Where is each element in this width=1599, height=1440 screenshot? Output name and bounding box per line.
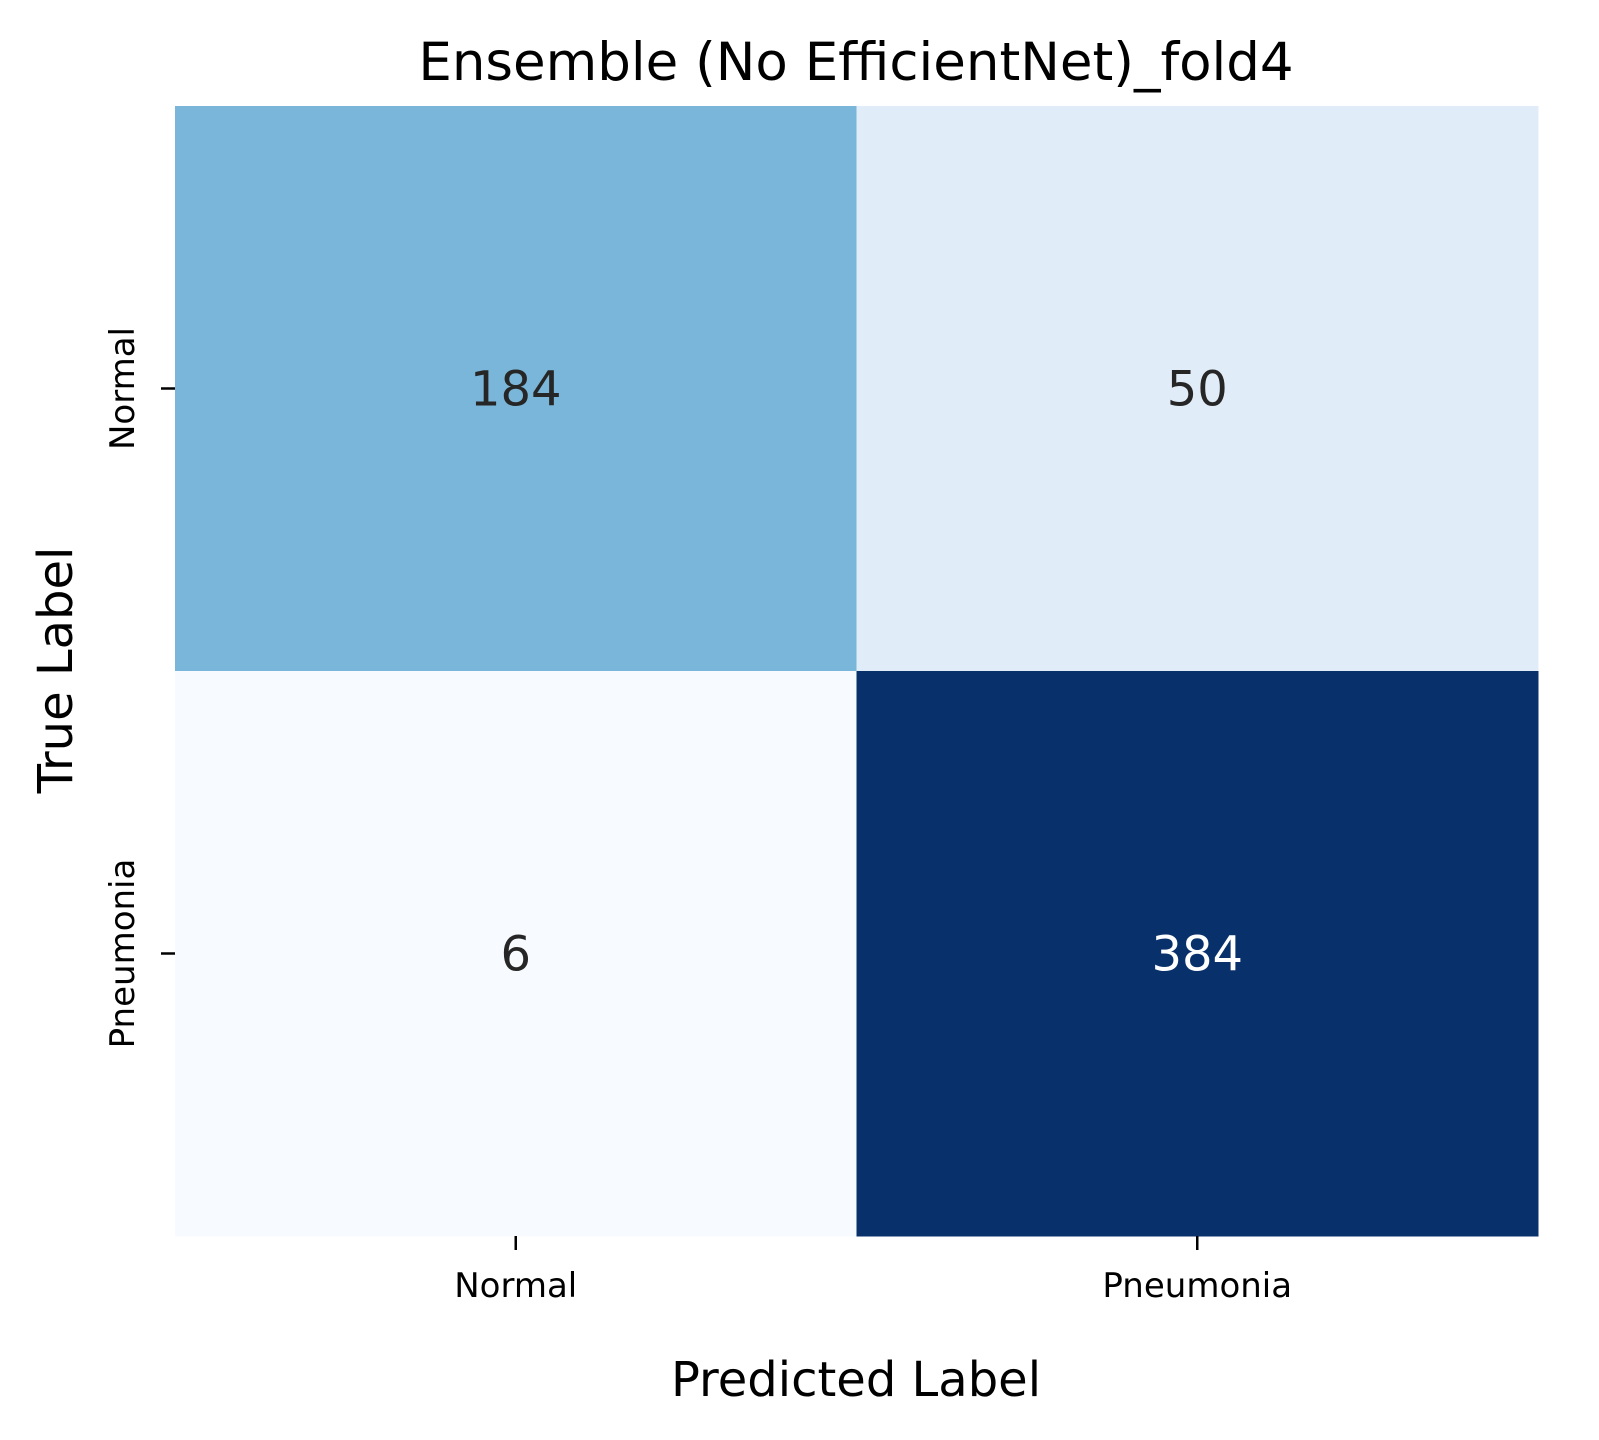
cell-value-0-0: 184 <box>470 362 562 418</box>
x-tick-label-0: Normal <box>454 1266 577 1306</box>
heatmap-cells <box>175 106 1539 1237</box>
y-tick-label-0: Normal <box>103 327 143 450</box>
heatmap-cell-1-0 <box>175 671 857 1237</box>
x-tick-label-1: Pneumonia <box>1102 1266 1292 1306</box>
y-axis-label: True Label <box>28 547 84 795</box>
heatmap-cell-0-1 <box>856 106 1539 672</box>
cell-value-1-1: 384 <box>1151 927 1243 983</box>
heatmap-cell-1-1 <box>856 671 1539 1237</box>
y-axis: Normal Pneumonia <box>103 327 175 1048</box>
cell-value-0-1: 50 <box>1167 362 1228 418</box>
heatmap-cell-0-0 <box>175 106 857 672</box>
cell-annotations: 184 50 6 384 <box>470 362 1243 983</box>
cell-value-1-0: 6 <box>500 927 531 983</box>
chart-title: Ensemble (No EfficientNet)_fold4 <box>418 32 1293 93</box>
y-tick-label-1: Pneumonia <box>103 859 143 1049</box>
x-axis: Normal Pneumonia <box>454 1236 1292 1306</box>
x-axis-label: Predicted Label <box>671 1352 1041 1408</box>
